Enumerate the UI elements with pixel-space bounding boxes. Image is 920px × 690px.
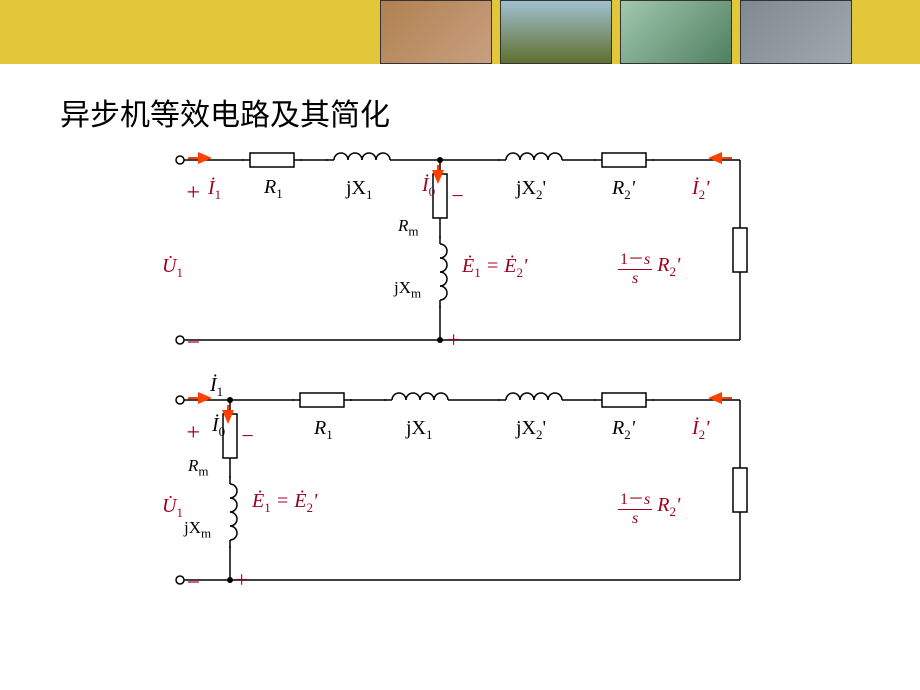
label-loadR: 1－ss R2' — [618, 485, 680, 528]
label-R1: R1 — [264, 176, 283, 202]
label-plus_junc_bot: + — [234, 567, 249, 593]
label-I0: İ0 — [422, 174, 435, 200]
label-plus_top: + — [185, 420, 201, 447]
label-minus_bot: − — [185, 570, 201, 597]
label-I1: İ1 — [208, 177, 221, 203]
label-I2p: İ2' — [692, 177, 709, 203]
label-jXm: jXm — [184, 518, 211, 541]
label-R2p: R2' — [612, 417, 635, 443]
label-minus_topmid: − — [450, 183, 465, 209]
label-E1E2: Ė1 = Ė2' — [462, 255, 527, 281]
label-minus_topmid: − — [240, 423, 255, 449]
label-plus_top: + — [185, 180, 201, 207]
label-U1: U̇1 — [162, 255, 183, 281]
label-jXm: jXm — [394, 278, 421, 301]
label-jX1: jX1 — [406, 417, 433, 443]
label-Rm: Rm — [188, 456, 209, 479]
label-I1: İ1 — [210, 374, 223, 400]
label-R2p: R2' — [612, 177, 635, 203]
label-jX2p: jX2' — [516, 417, 546, 443]
label-loadR: 1－ss R2' — [618, 245, 680, 288]
label-plus_junc_bot: + — [446, 327, 461, 353]
label-E1E2: Ė1 = Ė2' — [252, 490, 317, 516]
label-minus_bot: − — [185, 330, 201, 357]
label-I2p: İ2' — [692, 417, 709, 443]
label-jX2p: jX2' — [516, 177, 546, 203]
label-I0: İ0 — [212, 414, 225, 440]
label-R1: R1 — [314, 417, 333, 443]
label-U1: U̇1 — [162, 495, 183, 521]
label-Rm: Rm — [398, 216, 419, 239]
label-jX1: jX1 — [346, 177, 373, 203]
